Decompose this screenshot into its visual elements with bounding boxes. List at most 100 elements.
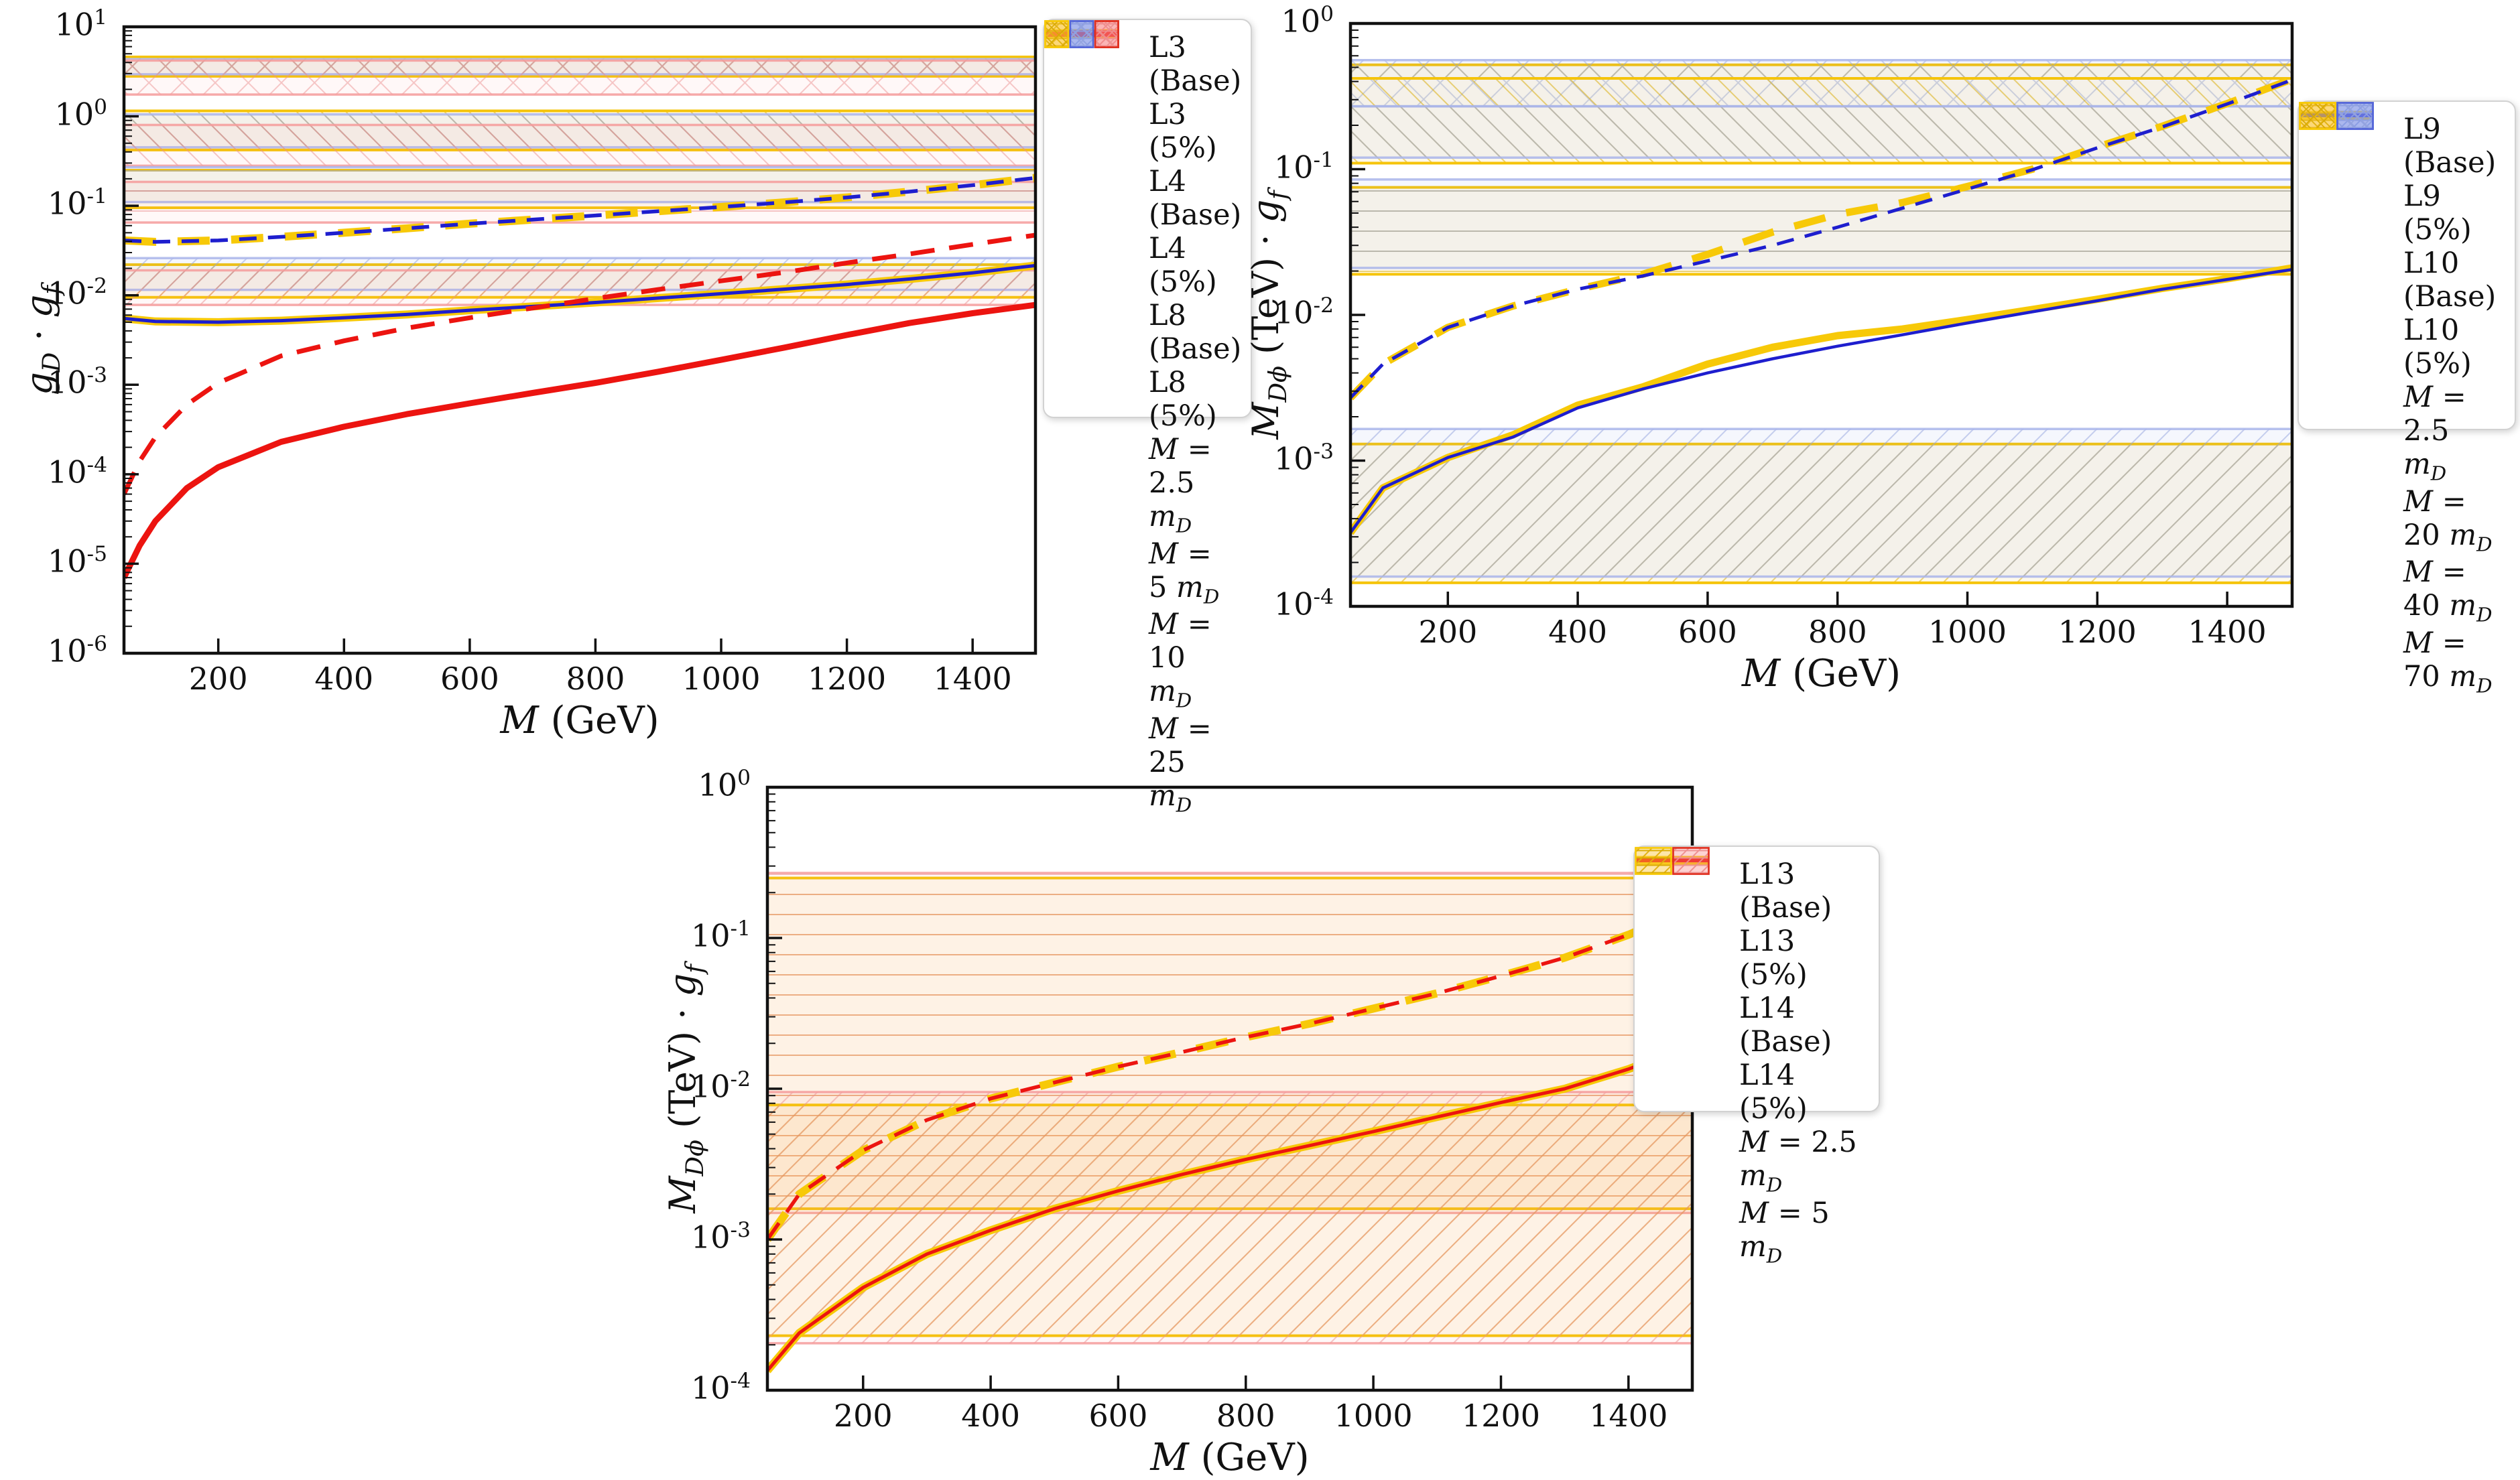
curve-l10-5- [1350, 78, 2292, 399]
band-hatch [124, 60, 1035, 95]
curves [767, 903, 1692, 1373]
legend-label: M = 25 mD [1149, 712, 1212, 817]
x-tick-label: 1000 [682, 661, 761, 697]
curve-l4-base- [124, 263, 1035, 324]
legend-label: M = 20 mD [2403, 484, 2493, 556]
legend-item: L8 (Base) [1046, 30, 1241, 366]
legend-item: L10 (5%) [2300, 113, 2500, 381]
x-tick-label: 600 [1678, 614, 1737, 650]
y-tick-label: 10-1 [47, 184, 107, 222]
y-tick-label: 10-3 [47, 363, 107, 401]
plot-bottom-center [765, 785, 1694, 1392]
legend-item: M = 2.5 mD [2299, 102, 2500, 485]
band-hatch [124, 125, 1035, 166]
curve-l4-5- [124, 176, 1035, 244]
curve-l8-base- [124, 301, 1035, 580]
curves [1350, 75, 2292, 535]
legend-item: L3 (5%) [1046, 29, 1236, 165]
x-tick-label: 200 [188, 661, 248, 697]
major-ticks [124, 25, 974, 655]
plot-top-right [1348, 21, 2294, 608]
legend-item: L4 (5%) [1046, 31, 1236, 299]
legend-item: L9 (5%) [2300, 111, 2500, 247]
x-tick-label: 1400 [2188, 614, 2267, 650]
minor-ticks [124, 30, 132, 627]
legend-item: L14 (Base) [1636, 858, 1864, 1059]
legend-item: M = 5 mD [1044, 20, 1236, 608]
constraint-bands [1350, 59, 2292, 584]
legend-label: M = 40 mD [2403, 555, 2493, 626]
legend-top-left: L3 (Base) L3 (5%) L4 (Base) L4 (5%) L8 (Base… [1043, 19, 1252, 816]
legend-label: L9 (Base) [2403, 113, 2497, 180]
legend-label: L8 (Base) [1149, 299, 1242, 366]
x-tick-label: 1200 [808, 661, 887, 697]
legend-item: M = 20 mD [2299, 102, 2500, 556]
legend-label: M = 5 mD [1149, 537, 1220, 608]
axes [122, 25, 1037, 655]
legend-item: M = 5 mD [1635, 847, 1864, 1268]
x-tick-label: 800 [1216, 1398, 1275, 1434]
x-axis-label: M (GeV) [500, 699, 659, 742]
x-tick-label: 1200 [1461, 1398, 1540, 1434]
x-tick-label: 400 [961, 1398, 1020, 1434]
minor-ticks [767, 793, 775, 1346]
y-tick-label: 10-4 [690, 1369, 751, 1406]
y-tick-label: 10-2 [47, 273, 107, 312]
y-tick-label: 100 [698, 766, 751, 803]
curve-l8-5- [124, 232, 1035, 496]
curve-l14-5- [767, 905, 1692, 1241]
plot-frame [122, 25, 1037, 655]
plot-top-left [122, 25, 1037, 655]
x-tick-label: 800 [566, 661, 625, 697]
x-tick-label: 1000 [1928, 614, 2007, 650]
legend-item: M = 2.5 mD [1044, 20, 1236, 537]
x-tick-label: 600 [1088, 1398, 1148, 1434]
x-tick-label: 800 [1808, 614, 1867, 650]
x-tick-label: 200 [833, 1398, 893, 1434]
legend-label: M = 2.5 mD [1149, 433, 1212, 537]
y-tick-label: 10-4 [47, 452, 107, 490]
legend-label: L4 (5%) [1149, 232, 1217, 299]
band-hatch [1350, 106, 2292, 158]
x-axis-label: M (GeV) [1741, 652, 1901, 695]
axes [1348, 21, 2294, 608]
y-tick-label: 100 [54, 94, 107, 132]
y-axis-label: MDϕ (TeV) · gf [1245, 190, 1292, 440]
curves [124, 174, 1035, 580]
legend-label: L13 (5%) [1739, 925, 1808, 992]
x-tick-label: 1200 [2058, 614, 2137, 650]
y-tick-label: 10-2 [1273, 293, 1334, 331]
legend-label: L3 (5%) [1149, 98, 1217, 165]
legend-item: L13 (5%) [1636, 856, 1864, 992]
legend-item: M = 70 mD [2299, 102, 2500, 697]
constraint-bands [124, 56, 1035, 306]
y-tick-label: 10-1 [690, 917, 751, 954]
legend-label: M = 2.5 mD [2403, 381, 2466, 485]
legend-item: L8 (5%) [1046, 31, 1236, 433]
curve-l10-base- [1350, 267, 2292, 534]
y-tick-label: 10-3 [690, 1218, 751, 1256]
legend-bottom-center: L13 (Base) L13 (5%) L14 (Base) L14 (5%) M = … [1633, 846, 1880, 1267]
legend-label: M = 5 mD [1739, 1196, 1830, 1268]
y-tick-label: 10-4 [1273, 585, 1334, 622]
x-tick-label: 400 [1548, 614, 1608, 650]
y-axis-label: MDϕ (TeV) · gf [662, 964, 709, 1213]
legend-label: L4 (Base) [1149, 165, 1242, 232]
y-tick-label: 10-5 [47, 542, 107, 580]
curve-l9-5- [1350, 75, 2292, 401]
x-tick-label: 400 [314, 661, 374, 697]
y-tick-label: 10-6 [47, 632, 107, 669]
legend-label: M = 10 mD [1149, 608, 1212, 712]
legend-label: L3 (Base) [1149, 31, 1242, 98]
x-tick-label: 1400 [933, 661, 1012, 697]
y-tick-label: 10-1 [1273, 147, 1334, 185]
legend-label: L10 (5%) [2403, 314, 2472, 381]
x-tick-label: 200 [1418, 614, 1478, 650]
major-ticks [767, 786, 1630, 1392]
y-tick-label: 10-2 [690, 1067, 751, 1105]
y-tick-label: 101 [54, 5, 107, 43]
y-axis-label: gD · gf [18, 285, 66, 395]
constraint-bands [767, 872, 1692, 1345]
